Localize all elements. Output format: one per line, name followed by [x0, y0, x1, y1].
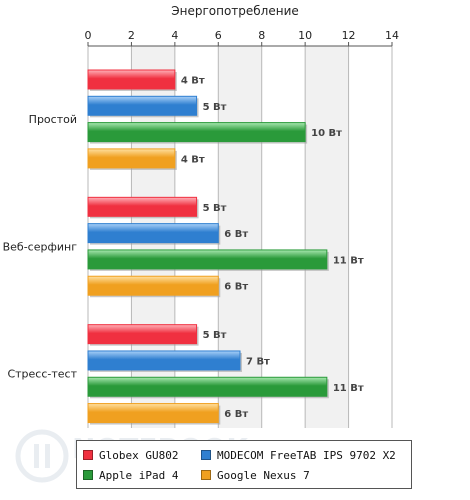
bar-value-label: 6 Вт — [224, 409, 248, 420]
plot-band — [261, 46, 306, 428]
x-tick-label: 0 — [85, 29, 92, 42]
category-label: Веб-серфинг — [3, 240, 78, 253]
legend-swatch-2 — [83, 470, 93, 480]
legend-label-2: Apple iPad 4 — [99, 469, 179, 482]
x-tick-label: 6 — [215, 29, 222, 42]
bar — [87, 350, 241, 371]
bar-value-label: 11 Вт — [333, 255, 364, 266]
x-tick-label: 12 — [342, 29, 356, 42]
category-label: Стресс-тест — [7, 368, 77, 381]
bar — [87, 69, 176, 90]
plot-band — [305, 46, 349, 428]
legend: Globex GU802 MODECOM FreeTAB IPS 9702 X2… — [76, 440, 412, 489]
bar-value-label: 11 Вт — [333, 383, 364, 394]
bar-value-label: 4 Вт — [181, 76, 205, 87]
bar-value-label: 10 Вт — [311, 128, 342, 139]
bar-value-label: 6 Вт — [224, 229, 248, 240]
legend-swatch-1 — [201, 450, 211, 460]
bar — [87, 403, 219, 424]
legend-label-3: Google Nexus 7 — [217, 469, 310, 482]
x-tick-label: 8 — [258, 29, 265, 42]
bar-value-label: 5 Вт — [203, 102, 227, 113]
x-tick-label: 14 — [385, 29, 399, 42]
bars: 4 Вт 5 Вт 10 Вт 4 Вт 5 Вт 6 Вт 11 Вт 6 Вт 5 Вт 7 … — [87, 69, 364, 425]
plot-band — [348, 46, 392, 428]
bar-value-label: 5 Вт — [203, 330, 227, 341]
chart-title: Энергопотребление — [171, 4, 299, 18]
x-tick-label: 10 — [298, 29, 312, 42]
bar — [87, 148, 176, 169]
legend-swatch-3 — [201, 470, 211, 480]
x-tick-label: 2 — [128, 29, 135, 42]
legend-item-3: Google Nexus 7 — [201, 469, 310, 482]
category-label: Простой — [29, 113, 77, 126]
bar-value-label: 5 Вт — [203, 203, 227, 214]
bar — [87, 223, 219, 244]
bar — [87, 196, 198, 217]
bar-value-label: 7 Вт — [246, 356, 270, 367]
bar — [87, 275, 219, 296]
legend-label-0: Globex GU802 — [99, 449, 179, 462]
bar-value-label: 6 Вт — [224, 282, 248, 293]
bar-value-label: 4 Вт — [181, 154, 205, 165]
category-labels: Простой Веб-серфинг Стресс-тест — [3, 113, 78, 381]
x-axis: 0 2 4 6 8 10 12 14 — [85, 29, 399, 47]
legend-swatch-0 — [83, 450, 93, 460]
legend-label-1: MODECOM FreeTAB IPS 9702 X2 — [217, 449, 396, 462]
legend-item-2: Apple iPad 4 — [83, 469, 178, 482]
bar — [87, 376, 328, 397]
x-tick-label: 4 — [171, 29, 178, 42]
bar — [87, 95, 198, 116]
legend-item-1: MODECOM FreeTAB IPS 9702 X2 — [201, 449, 396, 462]
bar — [87, 324, 198, 345]
legend-item-0: Globex GU802 — [83, 449, 178, 462]
bar — [87, 122, 306, 143]
bar — [87, 249, 328, 270]
